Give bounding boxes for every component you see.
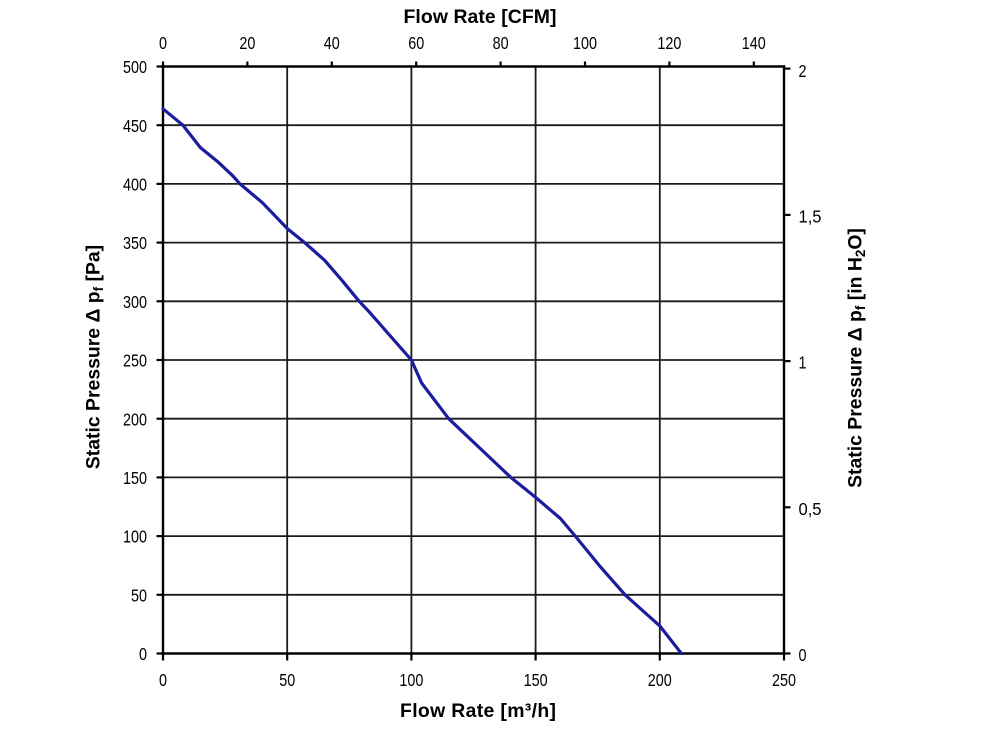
svg-text:Static Pressure Δ pf [in H2O]: Static Pressure Δ pf [in H2O]	[845, 228, 869, 488]
svg-text:200: 200	[648, 671, 672, 691]
svg-text:2: 2	[799, 61, 807, 81]
svg-text:500: 500	[123, 58, 147, 78]
svg-text:140: 140	[742, 34, 766, 54]
svg-text:450: 450	[123, 116, 147, 136]
svg-text:0,5: 0,5	[799, 498, 822, 519]
svg-text:50: 50	[279, 671, 295, 691]
svg-text:1,5: 1,5	[799, 206, 822, 227]
svg-text:40: 40	[324, 34, 340, 54]
svg-text:0: 0	[139, 645, 147, 665]
svg-text:120: 120	[657, 34, 681, 54]
svg-text:150: 150	[123, 469, 147, 489]
svg-text:250: 250	[772, 671, 796, 691]
svg-text:100: 100	[399, 671, 423, 691]
svg-text:1: 1	[799, 353, 807, 373]
svg-text:350: 350	[123, 234, 147, 254]
svg-text:300: 300	[123, 292, 147, 312]
svg-text:150: 150	[524, 671, 548, 691]
svg-text:0: 0	[159, 671, 167, 691]
svg-text:100: 100	[573, 34, 597, 54]
svg-text:100: 100	[123, 527, 147, 547]
svg-text:200: 200	[123, 410, 147, 430]
svg-text:0: 0	[159, 34, 167, 54]
svg-text:Static Pressure Δ pf [Pa]: Static Pressure Δ pf [Pa]	[83, 245, 107, 469]
svg-text:20: 20	[239, 34, 255, 54]
svg-text:50: 50	[131, 586, 147, 606]
svg-text:250: 250	[123, 351, 147, 371]
svg-text:0: 0	[799, 646, 807, 666]
svg-text:80: 80	[493, 34, 509, 54]
svg-text:Flow Rate [CFM]: Flow Rate [CFM]	[404, 6, 557, 28]
svg-text:60: 60	[408, 34, 424, 54]
svg-text:400: 400	[123, 175, 147, 195]
svg-text:Flow Rate [m³/h]: Flow Rate [m³/h]	[400, 700, 556, 722]
